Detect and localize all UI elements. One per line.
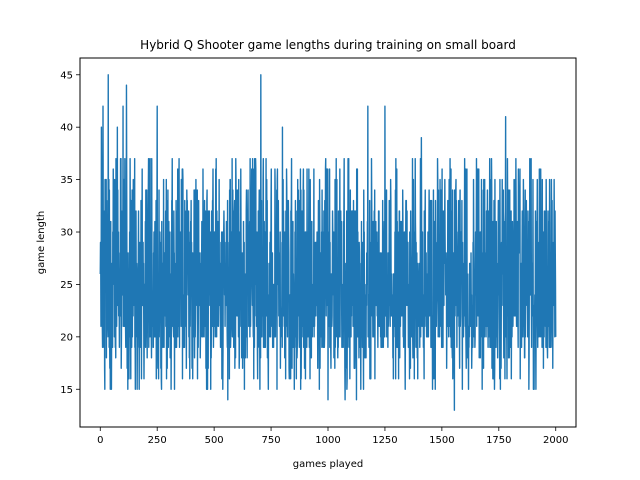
y-tick-label: 30 [60, 228, 73, 239]
chart-title: Hybrid Q Shooter game lengths during tra… [140, 38, 516, 52]
y-axis-label: game length [36, 211, 47, 274]
x-tick-label: 750 [262, 435, 281, 446]
x-tick-label: 1000 [315, 435, 340, 446]
y-tick-label: 20 [60, 332, 73, 343]
x-tick-label: 2000 [543, 435, 568, 446]
y-tick-label: 15 [60, 385, 73, 396]
series-game-length [99, 74, 557, 411]
y-tick-label: 25 [60, 280, 73, 291]
y-tick-label: 35 [60, 175, 73, 186]
x-tick-label: 250 [148, 435, 167, 446]
y-tick-label: 45 [60, 70, 73, 81]
x-axis-label: games played [293, 459, 363, 470]
y-tick-label: 40 [60, 123, 73, 134]
x-axis: 0 250 500 750 1000 1250 1500 1750 2000 [97, 427, 568, 446]
x-tick-label: 1250 [372, 435, 397, 446]
x-tick-label: 1750 [486, 435, 511, 446]
y-axis: 15 20 25 30 35 40 45 [60, 70, 80, 396]
data-series-line [99, 74, 557, 411]
x-tick-label: 500 [205, 435, 224, 446]
x-tick-label: 0 [97, 435, 103, 446]
x-tick-label: 1500 [429, 435, 454, 446]
